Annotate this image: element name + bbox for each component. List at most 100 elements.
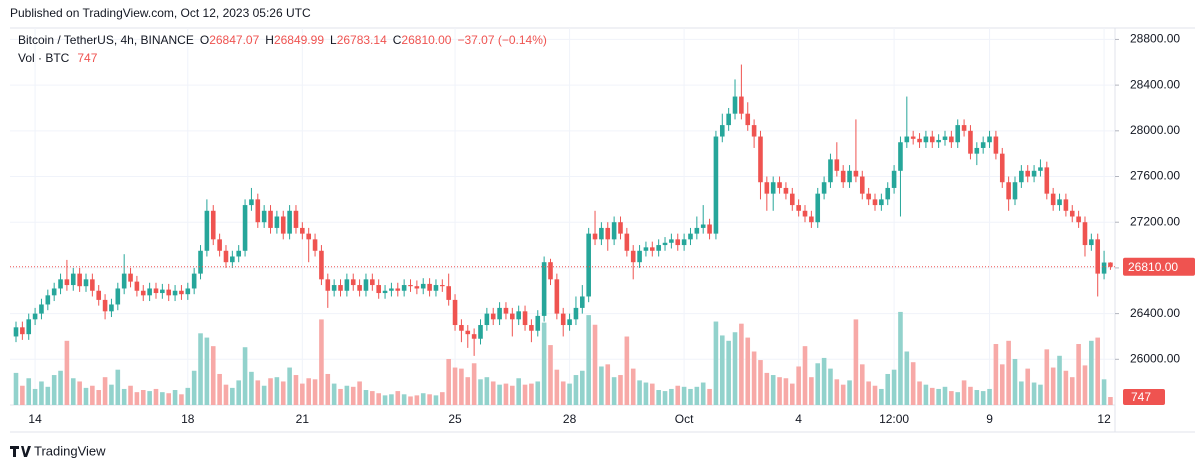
volume-bar: [917, 381, 922, 405]
candle-body: [300, 227, 305, 234]
volume-bar: [1076, 344, 1081, 405]
open-key: O: [200, 33, 209, 47]
candle-body: [872, 199, 878, 206]
candle-body: [1095, 239, 1101, 274]
volume-bar: [745, 337, 751, 405]
candle-body: [325, 279, 331, 291]
candle-body: [223, 250, 229, 263]
volume-bar: [732, 332, 738, 405]
volume-bar: [166, 393, 172, 405]
volume-bar: [1031, 382, 1037, 405]
candle-body: [968, 130, 973, 154]
volume-bar: [90, 385, 95, 405]
symbol: Bitcoin / TetherUS, 4h, BINANCE O26847.07…: [18, 33, 547, 47]
candle-body: [153, 288, 159, 294]
volume-bar: [853, 319, 859, 405]
volume-bar: [1057, 355, 1062, 405]
x-tick-label: 12:00: [879, 412, 909, 426]
volume-bar: [879, 388, 884, 405]
volume-bar: [510, 385, 515, 405]
candle-body: [1089, 239, 1094, 246]
high-value: 26849.99: [274, 33, 324, 47]
candle-body: [440, 285, 445, 287]
volume-bar: [325, 373, 331, 405]
volume-bar: [770, 375, 776, 405]
candle-body: [643, 247, 649, 251]
volume-bar: [223, 384, 229, 405]
volume-bar: [999, 364, 1005, 405]
candle-body: [732, 96, 738, 114]
candle-body: [185, 288, 191, 295]
candle-body: [853, 170, 859, 177]
volume-bar: [204, 337, 210, 405]
x-tick-label: 18: [181, 412, 195, 426]
volume-bar: [1089, 340, 1094, 405]
volume-bar: [160, 392, 165, 405]
candle-body: [618, 222, 623, 234]
candle-body: [471, 334, 477, 339]
candle-body: [554, 279, 560, 314]
volume-bar: [446, 358, 451, 405]
candle-body: [217, 239, 222, 251]
candle-body: [96, 290, 102, 300]
candle-body: [656, 245, 661, 251]
candle-body: [268, 210, 273, 228]
candle-body: [675, 239, 681, 246]
candle-body: [1006, 182, 1011, 200]
volume-bar: [471, 363, 477, 405]
candle-body: [1038, 167, 1043, 171]
candle-body: [1031, 170, 1037, 177]
candle-body: [821, 182, 827, 194]
volume-bar: [1050, 367, 1056, 405]
candle-body: [650, 247, 655, 251]
volume-bar: [433, 395, 439, 405]
candle-body: [1019, 170, 1024, 183]
candle-body: [879, 199, 884, 206]
candle-body: [1057, 199, 1062, 206]
volume-bar: [236, 380, 242, 405]
volume-bar: [115, 369, 121, 405]
candle-body: [109, 304, 114, 312]
volume-bar: [1019, 381, 1024, 405]
candle-body: [401, 285, 407, 291]
volume-bar: [497, 384, 502, 405]
volume-bar: [739, 323, 744, 405]
candle-body: [242, 205, 248, 251]
candle-body: [83, 279, 89, 287]
volume-bar: [344, 385, 350, 405]
volume-bar: [210, 346, 216, 405]
volume-bar: [261, 385, 267, 405]
brand-name: TradingView: [34, 443, 106, 458]
candle-body: [350, 279, 356, 286]
volume-bar: [32, 388, 38, 405]
candle-body: [866, 193, 871, 200]
candle-body: [395, 288, 401, 291]
candle-body: [102, 299, 108, 312]
volume-bar: [217, 373, 222, 405]
candle-body: [140, 290, 146, 296]
candle-body: [414, 286, 420, 289]
volume-bar: [707, 388, 712, 405]
volume-bar: [764, 372, 770, 405]
candle-body: [357, 285, 362, 291]
low-key: L: [330, 33, 337, 47]
x-tick-label: 25: [448, 412, 462, 426]
candle-body: [344, 279, 350, 291]
candle-body: [560, 313, 566, 326]
candle-body: [573, 307, 579, 320]
volume-bar: [102, 377, 108, 405]
volume-bar: [866, 381, 871, 405]
y-tick-label: 28400.00: [1130, 77, 1180, 91]
volume-bar: [942, 386, 948, 405]
volume-bar: [1101, 379, 1107, 405]
volume-bar: [815, 363, 821, 405]
volume-bar: [1006, 340, 1011, 405]
candle-body: [39, 304, 44, 314]
volume-bar: [503, 383, 509, 405]
volume-bar: [968, 386, 973, 405]
candle-body: [128, 273, 133, 282]
volume-value: 747: [77, 51, 97, 65]
y-tick-label: 26000.00: [1130, 351, 1180, 365]
candle-body: [529, 325, 534, 331]
volume-bar: [554, 369, 560, 405]
